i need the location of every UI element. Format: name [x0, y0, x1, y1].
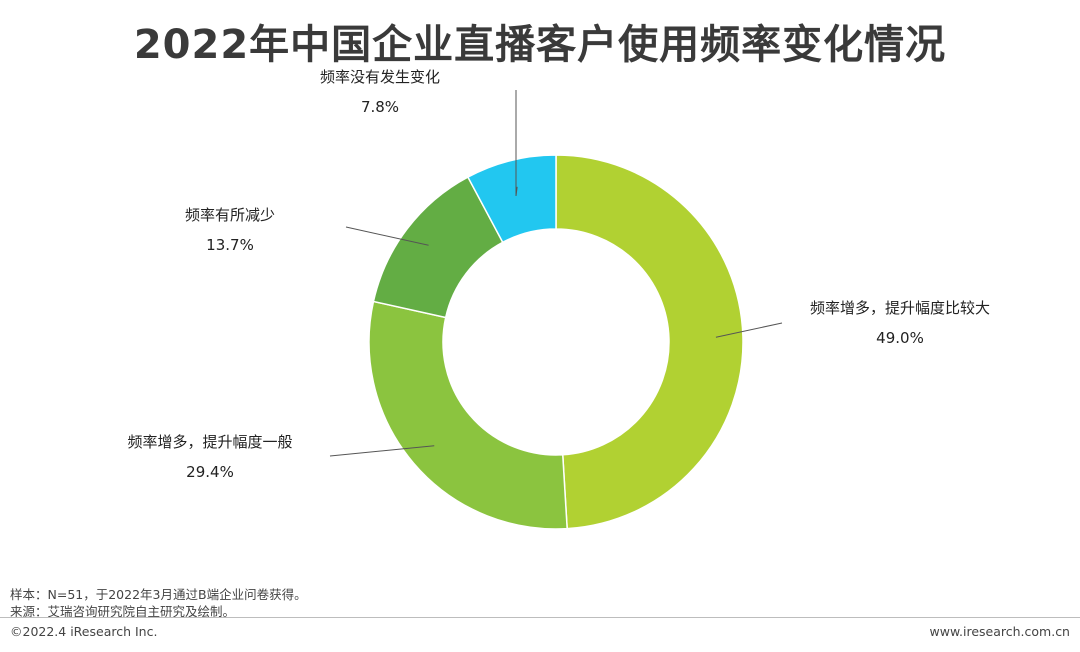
slice-label-no-change: 频率没有发生变化 7.8% [280, 62, 480, 122]
copyright: ©2022.4 iResearch Inc. [10, 624, 158, 639]
chart-title: 2022年中国企业直播客户使用频率变化情况 [133, 22, 947, 68]
leader-line [345, 226, 429, 246]
slice-label-value: 7.8% [360, 98, 400, 116]
slice-label-value: 29.4% [186, 463, 234, 481]
source-note: 来源：艾瑞咨询研究院自主研究及绘制。 [10, 604, 236, 619]
slice-label-value: 13.7% [206, 236, 254, 254]
sample-note: 样本：N=51，于2022年3月通过B端企业问卷获得。 [10, 587, 307, 602]
slice-label-moderate-increase: 频率增多，提升幅度一般 29.4% [80, 427, 340, 487]
slice-label-decrease: 频率有所减少 13.7% [140, 200, 320, 260]
slice-label-name: 频率有所减少 [184, 206, 275, 224]
slice-no-change [466, 154, 557, 244]
slice-label-name: 频率增多，提升幅度比较大 [809, 299, 990, 317]
website-link[interactable]: www.iresearch.com.cn [929, 624, 1071, 639]
slice-label-name: 频率没有发生变化 [319, 68, 440, 86]
slice-label-name: 频率增多，提升幅度一般 [127, 433, 293, 451]
footer-divider [0, 617, 1080, 618]
leader-line [329, 445, 435, 457]
leader-line [715, 322, 783, 338]
slice-large-increase [555, 154, 744, 530]
slice-label-large-increase: 频率增多，提升幅度比较大 49.0% [770, 293, 1030, 353]
slice-moderate-increase [368, 300, 568, 530]
slice-label-value: 49.0% [876, 329, 924, 347]
leader-line [515, 90, 518, 197]
